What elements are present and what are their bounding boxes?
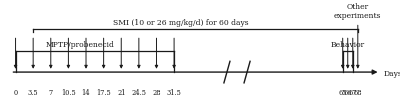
Text: 3.5: 3.5 (28, 89, 38, 97)
Text: MPTP/probenecid: MPTP/probenecid (45, 41, 114, 49)
Text: Behavior: Behavior (331, 41, 365, 49)
Text: 14: 14 (82, 89, 90, 97)
Text: Days: Days (384, 70, 400, 78)
Text: 0: 0 (14, 89, 18, 97)
Text: 65: 65 (338, 89, 347, 97)
Text: 68: 68 (354, 89, 362, 97)
Text: 67: 67 (348, 89, 357, 97)
Text: SMI (10 or 26 mg/kg/d) for 60 days: SMI (10 or 26 mg/kg/d) for 60 days (112, 19, 248, 27)
Text: 21: 21 (117, 89, 126, 97)
Text: 66: 66 (344, 89, 352, 97)
Text: 17.5: 17.5 (96, 89, 111, 97)
Text: 7: 7 (49, 89, 53, 97)
Text: 10.5: 10.5 (61, 89, 76, 97)
Text: 31.5: 31.5 (167, 89, 182, 97)
Text: 24.5: 24.5 (131, 89, 146, 97)
Text: 28: 28 (152, 89, 161, 97)
Text: Other
experiments: Other experiments (334, 3, 382, 20)
